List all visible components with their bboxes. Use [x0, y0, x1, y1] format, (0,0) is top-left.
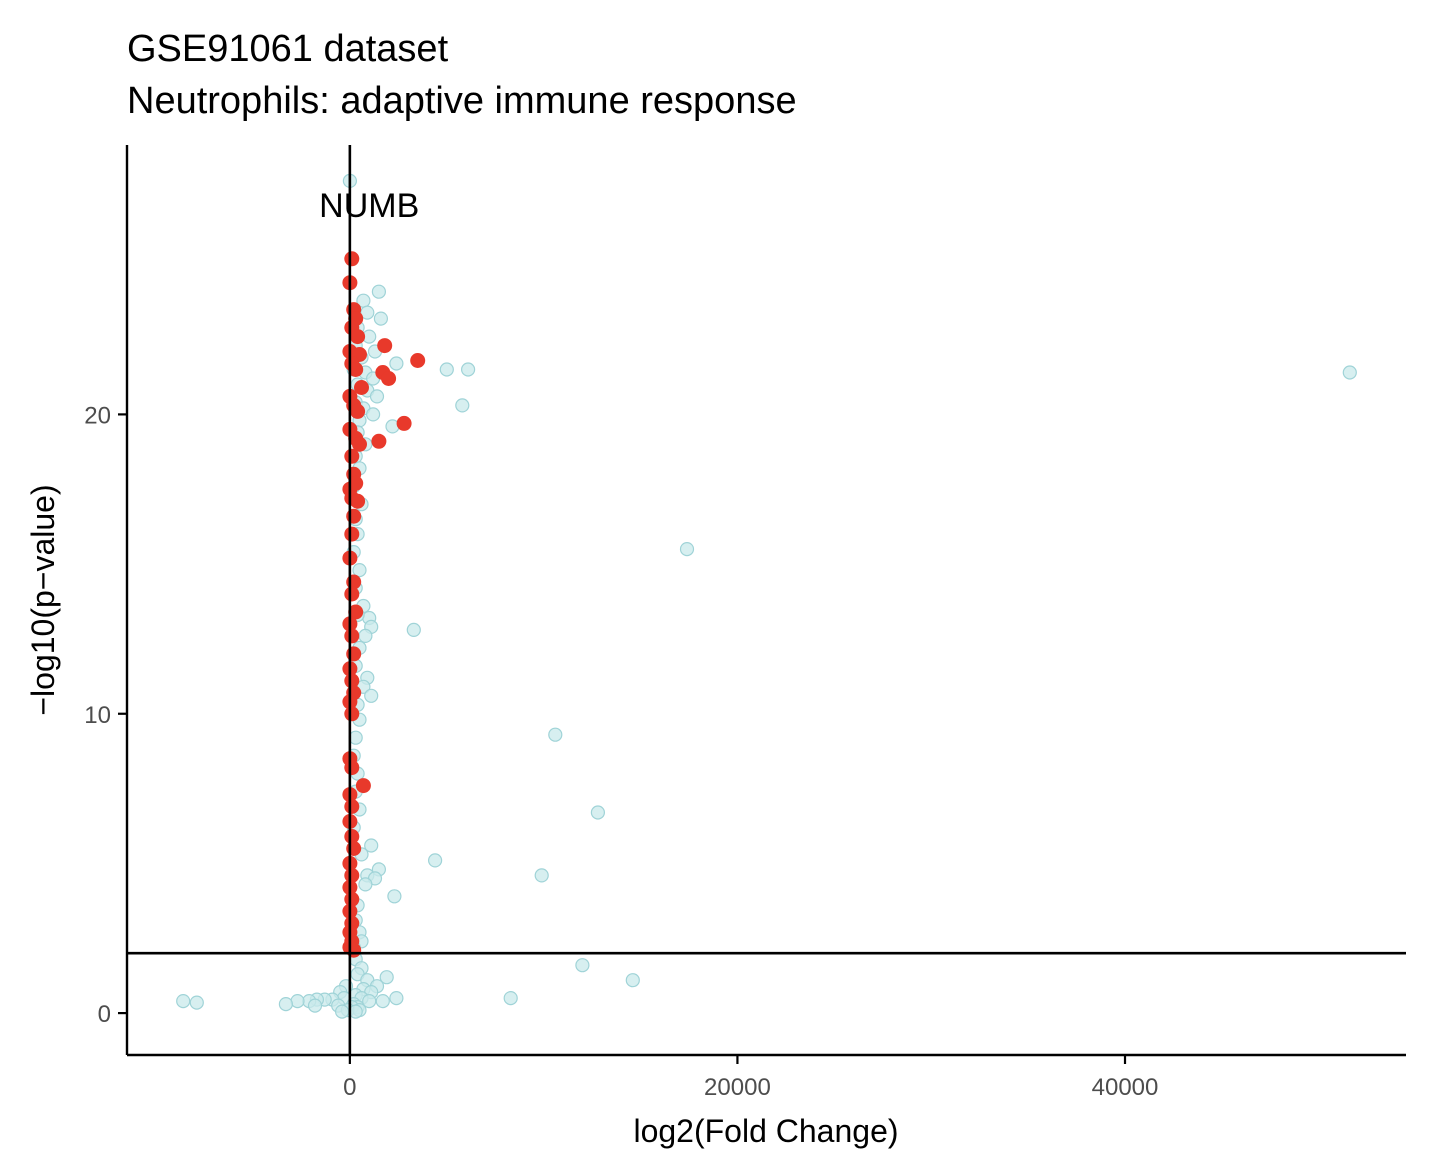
point-background [379, 970, 394, 985]
point-highlight [350, 403, 366, 419]
point-highlight [344, 891, 360, 907]
point-highlight [355, 778, 371, 794]
point-highlight [377, 338, 393, 354]
point-background [389, 990, 404, 1006]
point-background [625, 973, 640, 988]
x-tick-label: 20000 [704, 1074, 771, 1101]
point-background [176, 993, 191, 1009]
point-highlight [352, 436, 367, 452]
point-background [503, 990, 518, 1006]
point-highlight [350, 493, 366, 509]
point-background [307, 998, 323, 1013]
point-highlight [344, 251, 360, 267]
x-tick-label: 40000 [1092, 1074, 1159, 1101]
point-background [358, 877, 373, 892]
point-background [534, 868, 549, 883]
point-background [278, 996, 293, 1012]
point-highlight [344, 706, 360, 722]
point-background [439, 362, 454, 377]
point-highlight [348, 362, 364, 377]
y-axis-title: −log10(p−value) [25, 484, 61, 715]
point-highlight [346, 942, 362, 958]
point-background [335, 1004, 350, 1019]
point-highlight [344, 586, 360, 602]
point-background [548, 727, 563, 742]
point-background [373, 311, 388, 326]
point-background [366, 407, 381, 422]
point-background [461, 362, 476, 377]
point-background [406, 622, 421, 638]
axes [125, 145, 1406, 1057]
point-highlight [371, 433, 387, 449]
y-tick-label: 10 [84, 702, 111, 729]
point-background [575, 958, 590, 973]
point-highlight [344, 628, 360, 644]
point-background [389, 356, 404, 371]
point-highlight [344, 867, 360, 883]
y-tick-label: 20 [84, 402, 111, 429]
x-axis-ticks: 0 20000 40000 [343, 1055, 1158, 1101]
point-background [679, 541, 695, 557]
point-highlight [410, 353, 426, 368]
point-highlight [344, 799, 360, 814]
point-background [364, 838, 379, 853]
y-axis-ticks: 0 10 20 [84, 402, 127, 1028]
series-highlight [342, 251, 426, 958]
point-background [371, 284, 386, 299]
point-background [364, 688, 379, 703]
point-highlight [350, 329, 366, 345]
point-highlight [346, 841, 362, 856]
annotations: NUMB [319, 187, 419, 225]
point-highlight [348, 604, 364, 620]
point-background [1342, 365, 1357, 380]
point-background [369, 389, 385, 404]
x-tick-label: 0 [343, 1074, 356, 1101]
point-background [360, 305, 375, 320]
point-background [290, 993, 305, 1009]
point-background [590, 805, 606, 820]
point-highlight [344, 526, 360, 542]
point-background [375, 993, 390, 1009]
point-background [428, 853, 443, 868]
point-background [455, 398, 470, 413]
point-background [189, 995, 204, 1010]
plot-points [176, 173, 1357, 1019]
point-background [358, 628, 373, 644]
y-tick-label: 0 [98, 1001, 111, 1028]
point-background [387, 889, 402, 904]
point-highlight [396, 415, 412, 431]
x-axis-title: log2(Fold Change) [633, 1113, 898, 1149]
point-highlight [344, 829, 360, 844]
point-background [352, 562, 367, 578]
point-highlight [344, 448, 360, 464]
point-highlight [346, 508, 362, 524]
chart-title: GSE91061 dataset [127, 28, 449, 70]
point-highlight [381, 371, 397, 386]
annotation-label: NUMB [319, 187, 419, 225]
point-highlight [354, 380, 369, 395]
chart-subtitle: Neutrophils: adaptive immune response [127, 80, 797, 122]
point-highlight [346, 646, 362, 662]
point-highlight [348, 475, 364, 491]
reference-lines [127, 145, 1406, 1055]
point-highlight [344, 760, 360, 776]
point-highlight [344, 673, 360, 689]
